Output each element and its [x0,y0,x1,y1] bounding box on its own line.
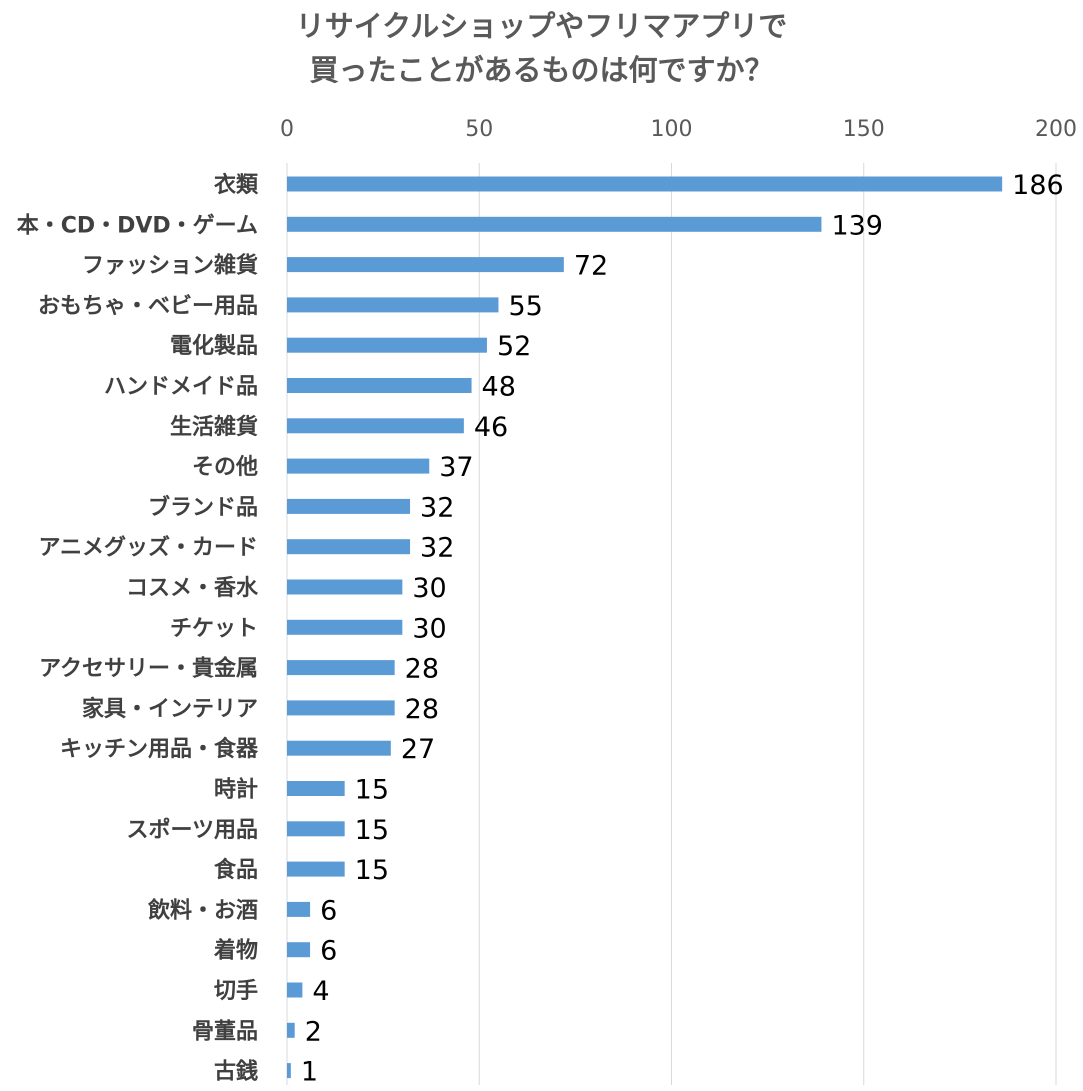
data-label: 28 [405,654,439,685]
data-label: 55 [508,291,542,322]
data-label: 72 [574,251,608,282]
data-label: 32 [420,533,454,564]
bar [287,498,411,514]
bar [287,1022,295,1038]
category-label: 骨董品 [192,1019,258,1044]
category-label: 飲料・お酒 [147,897,258,923]
bar [287,700,395,716]
bar [287,619,403,635]
data-label: 52 [497,331,531,362]
data-label: 48 [482,372,516,403]
category-label: コスメ・香水 [126,576,259,601]
category-label: 衣類 [214,172,259,198]
x-tick-label: 0 [280,117,294,142]
category-label: アニメグッズ・カード [38,535,258,561]
category-label: キッチン用品・食器 [60,736,259,762]
bar [287,216,822,232]
bar [287,901,311,917]
bar [287,337,487,353]
bar [287,781,345,796]
category-label: チケット [170,616,258,641]
data-label: 6 [320,936,337,967]
data-label: 32 [420,492,454,523]
bar [287,982,303,998]
chart-title-line-2: 買ったことがあるものは何ですか？ [309,53,774,87]
category-label: その他 [192,455,258,480]
category-label: スポーツ用品 [126,817,258,843]
bar [287,740,391,756]
x-axis-ticks: 0 50 100 150 200 [280,117,1077,142]
category-label: ハンドメイド品 [104,375,258,400]
bar [287,579,403,595]
data-label: 30 [412,573,446,604]
category-label: 古銭 [214,1059,258,1085]
bar [287,861,345,877]
data-label: 15 [355,855,389,886]
bar [287,297,499,313]
data-label: 15 [355,775,389,806]
bar [287,418,464,434]
category-label: アクセサリー・貴金属 [39,656,258,682]
category-label: ファッション雑貨 [82,253,258,279]
bar [287,942,311,958]
category-label: 本・CD・DVD・ゲーム [17,213,258,238]
data-label: 1 [301,1057,318,1088]
data-label: 186 [1012,170,1064,201]
bars [287,176,1003,1079]
x-tick-label: 150 [843,117,885,142]
x-tick-label: 200 [1035,117,1077,142]
x-tick-label: 50 [465,117,493,142]
data-label: 139 [831,210,883,241]
bar [287,378,472,393]
category-label: 電化製品 [170,333,258,359]
bar [287,660,395,676]
bar [287,176,1003,192]
data-label: 6 [320,895,337,926]
category-label: 食品 [214,857,258,883]
x-tick-label: 100 [651,117,693,142]
category-label: 切手 [214,979,258,1004]
chart-title-line-1: リサイクルショップやフリマアプリで [295,9,788,43]
category-label: 着物 [213,938,258,964]
data-label: 4 [312,976,329,1007]
data-label: 28 [405,694,439,725]
data-label: 46 [474,412,508,443]
category-label: 家具・インテリア [82,696,258,722]
data-label: 2 [305,1016,322,1047]
bar [287,1063,291,1079]
category-label: 時計 [214,777,258,803]
data-label: 37 [439,452,473,483]
bar [287,257,564,273]
category-labels: 衣類本・CD・DVD・ゲームファッション雑貨おもちゃ・ベビー用品電化製品ハンドメ… [17,172,259,1085]
data-label: 27 [401,734,435,765]
category-label: 生活雑貨 [170,414,258,440]
data-label: 30 [412,613,446,644]
chart-title: リサイクルショップやフリマアプリで 買ったことがあるものは何ですか？ [0,4,1083,92]
bar [287,539,411,555]
bar [287,458,430,474]
data-label: 15 [355,815,389,846]
bar [287,821,345,837]
category-label: おもちゃ・ベビー用品 [38,294,258,319]
category-label: ブランド品 [148,494,258,520]
